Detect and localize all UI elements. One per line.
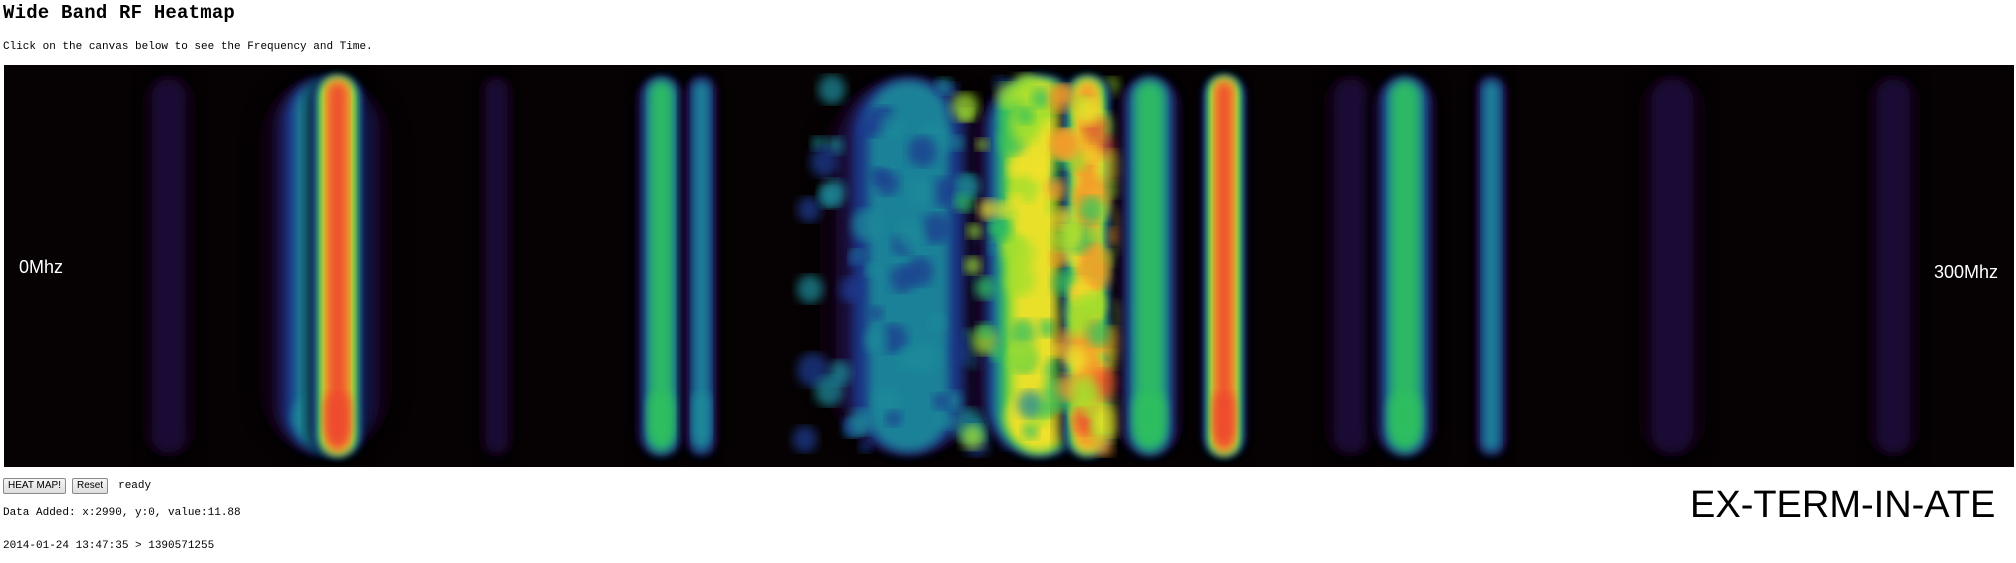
heatmap-speckle: [865, 327, 888, 352]
heatmap-speckle: [979, 198, 999, 220]
heatmap-speckle: [958, 174, 980, 198]
heatmap-speckle: [815, 375, 843, 406]
heatmap-speckle: [875, 170, 899, 196]
heatmap-speckle: [1079, 196, 1105, 224]
heatmap-speckle: [1072, 376, 1098, 405]
heatmap-speckle: [1008, 193, 1023, 210]
heatmap-band-blob: [324, 392, 351, 442]
heatmap-speckle: [1026, 155, 1051, 182]
instructions-text: Click on the canvas below to see the Fre…: [3, 41, 373, 53]
heatmap-speckle: [880, 114, 904, 140]
heatmap-speckle: [907, 176, 935, 207]
heatmap-speckle: [1094, 435, 1113, 456]
heatmap-band: [152, 79, 186, 453]
heatmap-band-blob: [1133, 392, 1166, 442]
heatmap-speckle: [977, 322, 992, 339]
heatmap-speckle: [976, 138, 988, 151]
heatmap-canvas[interactable]: 0Mhz 300Mhz: [4, 65, 2014, 467]
brand-logo-text: EX-TERM-IN-ATE: [1690, 484, 1995, 527]
heatmap-speckle: [1017, 390, 1043, 419]
heatmap-band-blob: [1213, 392, 1235, 442]
heatmap-speckle: [1017, 107, 1033, 125]
heatmap-speckle: [818, 75, 845, 105]
heatmap-speckle: [849, 408, 874, 435]
heatmap-speckle: [821, 179, 846, 206]
heatmap-speckle: [1050, 251, 1065, 268]
controls-bar: HEAT MAP! Reset ready: [3, 478, 151, 494]
heatmap-speckle: [849, 252, 862, 267]
heatmap-speckle: [1038, 319, 1056, 338]
timestamp-readout: 2014-01-24 13:47:35 > 1390571255: [3, 540, 214, 552]
heatmap-speckle: [936, 77, 952, 95]
heatmap-speckle: [858, 122, 872, 138]
heatmap-speckle: [933, 392, 949, 410]
heatmap-speckle: [897, 219, 925, 250]
heatmap-speckle: [1064, 346, 1088, 373]
heatmap-speckle: [996, 82, 1020, 108]
heatmap-speckle: [1003, 237, 1035, 272]
heatmap-band: [1651, 79, 1693, 453]
reset-button[interactable]: Reset: [72, 478, 108, 494]
heatmap-band-blob: [1388, 392, 1421, 442]
heatmap-speckle: [1086, 227, 1099, 241]
heatmap-speckle: [908, 135, 937, 167]
heatmap-speckle: [852, 208, 882, 241]
data-added-readout: Data Added: x:2990, y:0, value:11.88: [3, 507, 241, 519]
heatmap-speckle: [1052, 130, 1080, 160]
heatmap-band: [485, 79, 508, 453]
heatmap-speckle: [1087, 320, 1112, 347]
page-title: Wide Band RF Heatmap: [3, 2, 235, 24]
heatmap-speckle: [1083, 244, 1112, 275]
heatmap-speckle: [975, 276, 997, 300]
heatmap-speckle: [950, 135, 965, 151]
heatmap-band-blob: [693, 392, 711, 442]
heatmap-speckle: [906, 257, 933, 287]
heatmap-speckle: [952, 92, 979, 122]
heatmap-speckle: [797, 275, 823, 304]
heatmap-speckle: [810, 146, 838, 177]
heatmap-speckle: [1046, 178, 1066, 200]
heatmap-speckle: [797, 197, 821, 223]
heatmap-speckle: [909, 341, 939, 374]
heatmap-speckle: [1076, 98, 1101, 126]
heatmap-speckle: [869, 306, 883, 321]
heatmap-speckle: [1032, 87, 1052, 109]
heatmap-speckle: [793, 426, 817, 453]
heatmap-speckle: [1064, 219, 1082, 239]
heatmap-band: [1334, 79, 1368, 453]
heatmap-band: [1877, 79, 1911, 453]
heatmap-speckle: [989, 219, 1002, 233]
heatmap-speckle: [961, 424, 984, 449]
freq-max-label: 300Mhz: [1934, 262, 1998, 283]
heatmap-speckle: [1049, 85, 1074, 113]
heatmap-speckle: [866, 262, 880, 277]
heatmap-speckle: [938, 413, 954, 430]
heatmap-speckle: [859, 440, 871, 454]
heatmap-speckle: [1080, 291, 1105, 318]
heatmap-speckle: [1008, 159, 1026, 179]
heatmap-band-blob: [648, 392, 675, 442]
heatmap-speckle: [929, 313, 945, 330]
heatmap-speckle: [1084, 146, 1100, 164]
heatmap-graphic: [4, 65, 2014, 467]
heatmap-band: [1483, 81, 1499, 451]
status-text: ready: [118, 480, 151, 492]
freq-min-label: 0Mhz: [19, 257, 63, 278]
heatmap-speckle: [886, 410, 901, 427]
heatmap-speckle: [839, 276, 863, 303]
heatmap-speckle: [922, 213, 951, 245]
heat-map-button[interactable]: HEAT MAP!: [3, 478, 66, 494]
heatmap-speckle: [1008, 342, 1036, 372]
heatmap-speckle: [964, 256, 981, 274]
heatmap-speckle: [967, 223, 981, 239]
